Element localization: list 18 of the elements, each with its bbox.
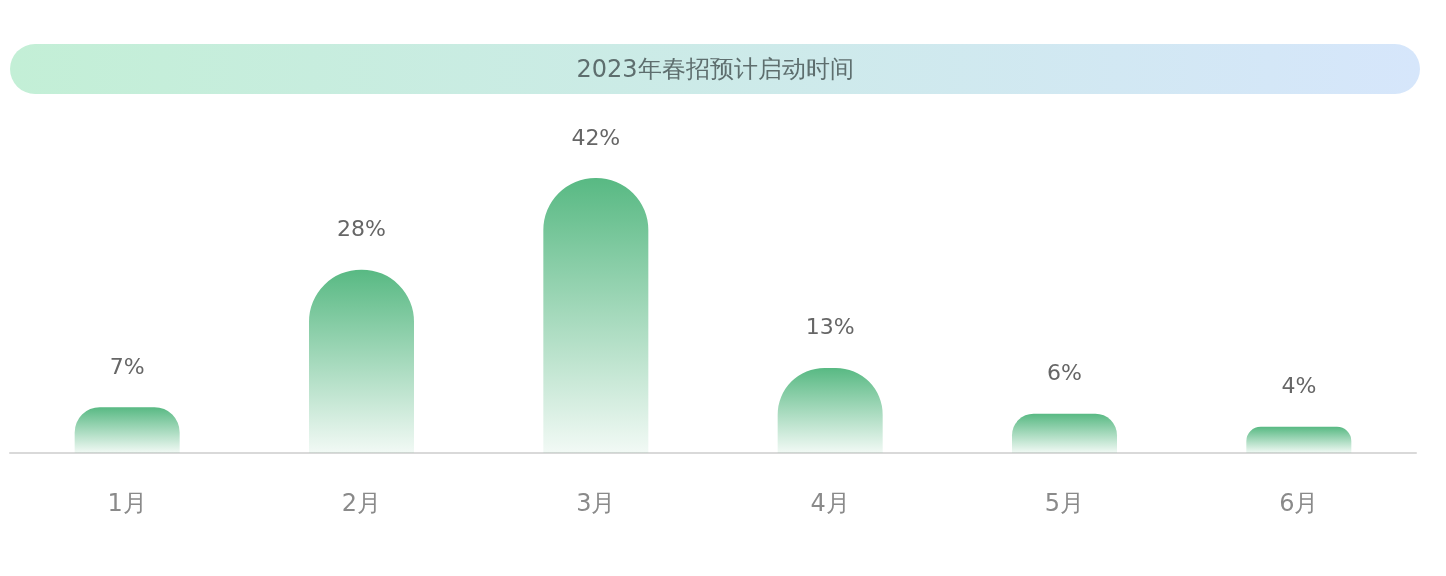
x-tick-label: 4月 <box>810 489 850 517</box>
x-tick-label: 2月 <box>341 489 382 517</box>
bar <box>543 178 649 453</box>
data-label: 13% <box>805 314 855 340</box>
x-tick-label: 5月 <box>1044 489 1085 517</box>
data-label: 4% <box>1281 373 1317 399</box>
bar <box>74 407 180 453</box>
bar <box>1012 413 1117 453</box>
data-label: 42% <box>571 124 621 150</box>
bar <box>309 269 414 453</box>
x-tick-label: 6月 <box>1279 489 1319 517</box>
data-label: 7% <box>109 353 145 379</box>
bar <box>1246 426 1352 453</box>
x-tick-label: 1月 <box>107 489 147 517</box>
data-label: 28% <box>337 216 386 242</box>
data-label: 6% <box>1047 360 1082 386</box>
x-tick-label: 3月 <box>576 489 616 517</box>
chart-title: 2023年春招预计启动时间 <box>576 55 854 83</box>
